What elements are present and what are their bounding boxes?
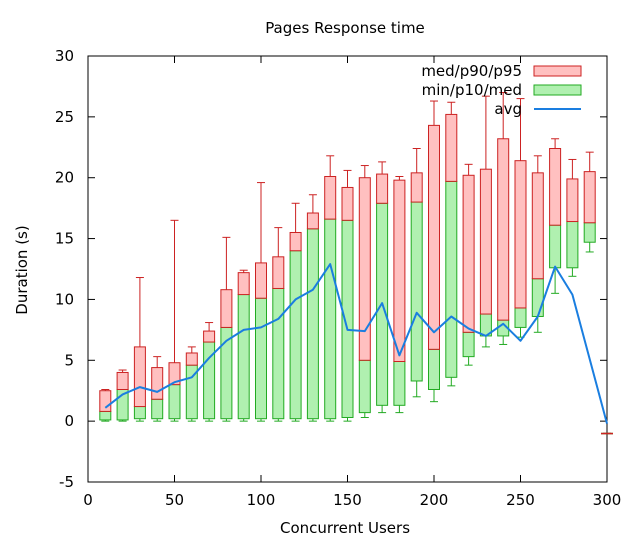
legend-swatch-upper	[533, 65, 582, 77]
upper-box	[445, 113, 458, 182]
lower-box	[324, 218, 337, 420]
x-tick-label: 200	[420, 491, 449, 509]
upper-box	[497, 138, 510, 321]
upper-box	[514, 160, 527, 309]
upper-box	[272, 256, 285, 289]
x-tick-label: 100	[247, 491, 276, 509]
upper-box	[289, 231, 302, 252]
y-tick-label: 10	[55, 290, 74, 308]
y-tick-label: 5	[64, 351, 74, 369]
x-tick-label: 250	[506, 491, 535, 509]
lower-box	[549, 224, 562, 269]
upper-box	[220, 289, 233, 328]
chart-title: Pages Response time	[265, 19, 425, 37]
lower-box	[514, 307, 527, 328]
upper-box	[566, 178, 579, 223]
legend-label: min/p10/med	[422, 81, 522, 99]
lower-box	[358, 359, 371, 414]
legend-swatch-lower	[533, 84, 582, 96]
lower-box	[566, 221, 579, 269]
lower-box	[133, 406, 146, 420]
upper-box	[151, 367, 164, 400]
y-tick-label: -5	[59, 473, 74, 491]
upper-box	[99, 390, 112, 412]
lower-box	[151, 398, 164, 420]
y-tick-label: 30	[55, 47, 74, 65]
x-tick-label: 50	[165, 491, 184, 509]
lower-box	[99, 410, 112, 421]
lower-box	[410, 201, 423, 382]
avg-line	[104, 263, 608, 424]
upper-box	[376, 173, 389, 204]
lower-box	[255, 297, 267, 420]
x-axis-label: Concurrent Users	[280, 519, 410, 537]
upper-box	[255, 262, 267, 299]
x-tick-label: 0	[83, 491, 93, 509]
lower-box	[168, 384, 181, 420]
upper-box	[462, 174, 475, 333]
lower-box	[445, 180, 458, 378]
lower-box	[583, 222, 596, 243]
upper-box	[341, 186, 354, 221]
y-tick-label: 15	[55, 230, 74, 248]
x-tick-label: 300	[593, 491, 622, 509]
lower-box	[237, 294, 250, 420]
upper-box	[116, 371, 129, 390]
upper-box	[306, 212, 319, 230]
upper-box	[393, 179, 406, 363]
upper-box	[410, 172, 423, 203]
legend-label: med/p90/p95	[421, 62, 522, 80]
lower-box	[289, 250, 302, 420]
upper-box	[583, 171, 596, 224]
lower-box	[393, 361, 406, 406]
upper-box	[324, 175, 337, 220]
upper-box	[428, 124, 440, 350]
lower-box	[428, 348, 440, 390]
upper-box	[185, 352, 198, 366]
legend-label: avg	[494, 100, 522, 118]
y-tick-label: 20	[55, 169, 74, 187]
y-tick-label: 25	[55, 108, 74, 126]
y-tick-label: 0	[64, 412, 74, 430]
lower-box	[306, 228, 319, 420]
x-tick-label: 150	[333, 491, 362, 509]
upper-box	[531, 172, 544, 280]
upper-box	[358, 177, 371, 361]
lower-box	[462, 331, 475, 358]
lower-box	[531, 278, 544, 317]
lower-box	[272, 287, 285, 420]
upper-box	[133, 346, 146, 408]
upper-box	[549, 148, 562, 226]
upper-box	[237, 272, 250, 296]
y-axis-label: Duration (s)	[13, 225, 31, 314]
upper-box	[479, 168, 492, 315]
upper-box	[203, 330, 216, 343]
